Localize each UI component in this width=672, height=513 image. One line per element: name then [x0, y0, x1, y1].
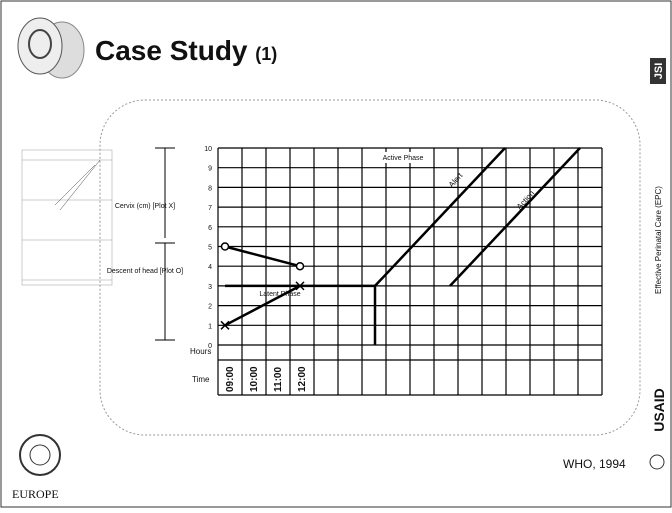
y-tick-label: 0: [208, 343, 212, 350]
usaid-seal: [649, 454, 665, 470]
descent-point: [295, 261, 305, 271]
hours-label: Hours: [190, 347, 211, 356]
active-phase: Active Phase: [383, 155, 424, 162]
descent-label: Descent of head [Plot O]: [107, 268, 183, 275]
who-logo: [19, 434, 61, 476]
partograph: 0 1 2 3 4 5 6 7 8 9 10 09:00 10:00 11:00 12:00 Hours Tim…: [107, 146, 603, 396]
source: WHO, 1994: [563, 457, 626, 471]
y-tick-label: 5: [208, 245, 212, 252]
time-label: Time: [192, 375, 210, 384]
time-label: 10:00: [249, 366, 260, 392]
frame: [99, 99, 641, 436]
cervix-line: [224, 284, 301, 327]
jsi-box: [650, 58, 666, 84]
time-label: 12:00: [297, 366, 308, 392]
org: JSI: [653, 63, 665, 80]
y-tick-label: 6: [208, 225, 212, 232]
funder: USAID: [651, 388, 667, 432]
region: EUROPE: [12, 487, 59, 501]
y-tick-label: 2: [208, 304, 212, 311]
y-tick-label: 3: [208, 284, 212, 291]
cervix-label: Cervix (cm) [Plot X]: [115, 203, 175, 210]
y-tick-label: 9: [208, 166, 212, 173]
y-tick-label: 1: [208, 323, 212, 330]
label-bg: [378, 152, 428, 163]
title: Case Study (1): [95, 35, 277, 66]
y-tick-label: 8: [208, 185, 212, 192]
y-tick-label: 7: [208, 205, 212, 212]
time-label: 11:00: [273, 367, 284, 392]
alert-line: [374, 147, 506, 287]
y-tick-label: 4: [208, 264, 212, 271]
action-line: [449, 147, 581, 287]
logo: [17, 17, 85, 79]
time-label: 09:00: [225, 366, 236, 392]
descent-line: [224, 245, 301, 268]
y-tick-label: 10: [204, 146, 212, 153]
thumbnail: [21, 149, 113, 286]
descent-point: [220, 242, 230, 251]
bracket: [155, 147, 175, 341]
cervix-point: [220, 281, 305, 330]
program: Effective Perinatal Care (EPC): [654, 186, 663, 294]
latent-phase: Latent Phase: [259, 291, 300, 298]
